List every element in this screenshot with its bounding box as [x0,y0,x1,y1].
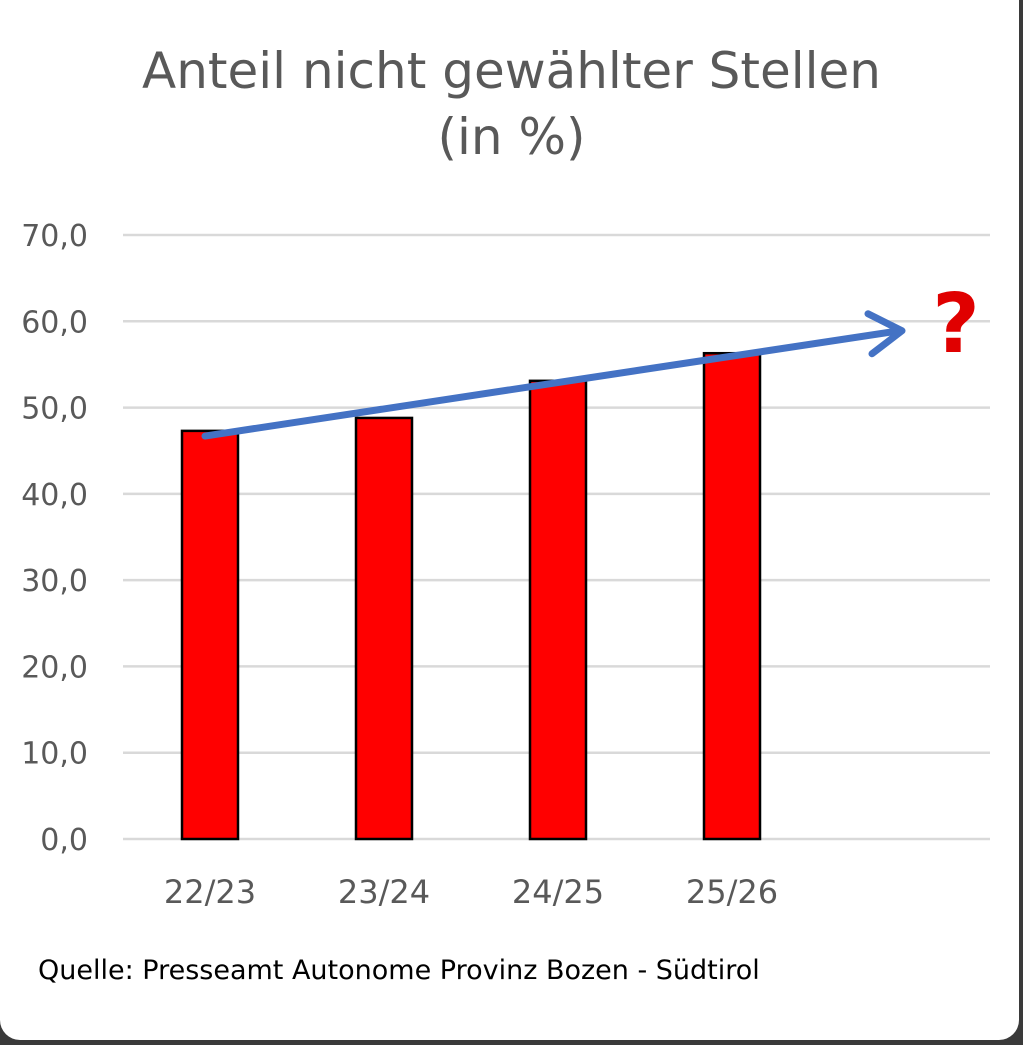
bar [702,351,762,841]
bar [180,429,240,841]
x-tick-label: 24/25 [512,873,604,911]
y-axis-ticks: 0,0 10,0 20,0 30,0 40,0 50,0 60,0 70,0 [21,219,88,858]
y-tick-label: 50,0 [21,392,88,427]
x-tick-label: 25/26 [686,873,778,911]
y-tick-label: 0,0 [40,823,88,858]
y-tick-label: 60,0 [21,305,88,340]
x-tick-label: 22/23 [164,873,256,911]
chart-title-line-2: (in %) [437,108,586,166]
bar [354,416,414,841]
question-mark-annotation: ? [932,277,980,372]
chart-title: Anteil nicht gewählter Stellen (in %) [0,38,1023,170]
trend-arrow-shaft [201,327,900,440]
y-tick-label: 20,0 [21,650,88,685]
trend-arrow [201,310,906,440]
y-tick-label: 70,0 [21,219,88,254]
y-tick-label: 40,0 [21,478,88,513]
source-note: Quelle: Presseamt Autonome Provinz Bozen… [38,955,760,986]
chart-title-line-1: Anteil nicht gewählter Stellen [142,42,881,100]
x-axis-ticks: 22/23 23/24 24/25 25/26 [164,873,778,911]
trend-arrow-head [864,310,906,358]
bar [528,379,588,841]
y-tick-label: 10,0 [21,737,88,772]
annotations: ? [932,277,980,372]
x-tick-label: 23/24 [338,873,430,911]
bars [180,351,762,841]
y-tick-label: 30,0 [21,564,88,599]
